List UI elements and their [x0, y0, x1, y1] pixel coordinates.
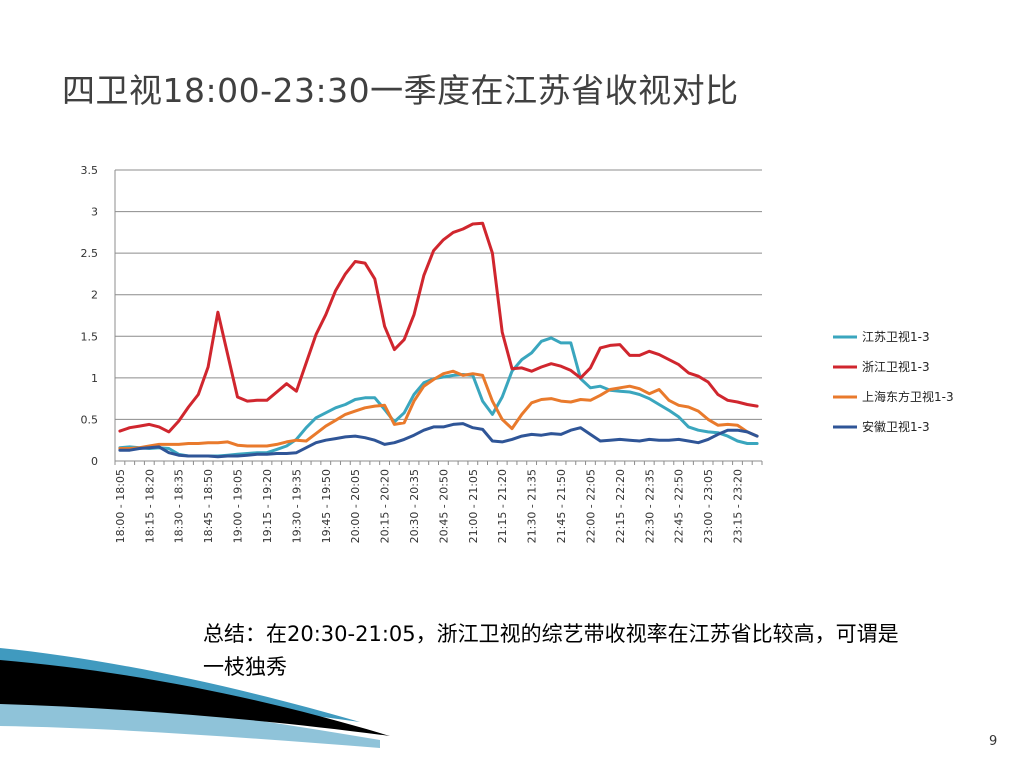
series-line: [118, 369, 759, 450]
wave-dark-shape: [0, 660, 390, 736]
x-tick-label: 21:00 - 21:05: [467, 469, 480, 543]
y-tick-label: 0.5: [81, 413, 99, 426]
x-tick-label: 20:15 - 20:20: [379, 469, 392, 543]
x-tick-label: 22:45 - 22:50: [673, 469, 686, 543]
x-tick-label: 20:30 - 20:35: [408, 469, 421, 543]
y-axis-ticks: 0 0.5 1 1.5 2 2.5 3 3.5: [81, 164, 99, 468]
x-tick-label: 19:15 - 19:20: [261, 469, 274, 543]
x-tick-label: 22:30 - 22:35: [643, 469, 656, 543]
legend-label: 江苏卫视1-3: [862, 329, 930, 344]
x-tick-label: 18:30 - 18:35: [173, 469, 186, 543]
chart-legend: 江苏卫视1-3 浙江卫视1-3 上海东方卫视1-3 安徽卫视1-3: [833, 329, 954, 434]
x-tick-label: 19:30 - 19:35: [290, 469, 303, 543]
legend-label: 浙江卫视1-3: [862, 359, 930, 374]
x-tick-label: 21:15 - 21:20: [496, 469, 509, 543]
x-tick-label: 19:00 - 19:05: [232, 469, 245, 543]
legend-label: 上海东方卫视1-3: [862, 389, 954, 404]
y-tick-label: 3: [91, 206, 98, 219]
decorative-wave: [0, 648, 390, 748]
summary-text: 总结：在20:30-21:05，浙江卫视的综艺带收视率在江苏省比较高，可谓是一枝…: [203, 622, 899, 679]
x-tick-label: 20:00 - 20:05: [349, 469, 362, 543]
y-tick-label: 1.5: [81, 330, 99, 343]
x-tick-label: 18:15 - 18:20: [143, 469, 156, 543]
series-line: [118, 422, 759, 459]
x-tick-label: 23:00 - 23:05: [702, 469, 715, 543]
x-tick-label: 21:30 - 21:35: [526, 469, 539, 543]
legend-label: 安徽卫视1-3: [862, 419, 930, 434]
y-tick-label: 3.5: [81, 164, 99, 177]
x-tick-label: 18:45 - 18:50: [202, 469, 215, 543]
x-tick-label: 22:15 - 22:20: [614, 469, 627, 543]
y-tick-label: 1: [91, 372, 98, 385]
x-tick-label: 21:45 - 21:50: [555, 469, 568, 543]
y-tick-label: 2.5: [81, 247, 99, 260]
x-tick-label: 22:00 - 22:05: [584, 469, 597, 543]
y-tick-label: 2: [91, 289, 98, 302]
x-tick-label: 19:45 - 19:50: [320, 469, 333, 543]
chart-series: [118, 221, 759, 459]
series-line: [118, 221, 759, 434]
chart-gridlines: [114, 169, 762, 462]
slide-title: 四卫视18:00-23:30一季度在江苏省收视对比: [62, 71, 739, 110]
y-tick-label: 0: [91, 455, 98, 468]
slide-number: 9: [989, 734, 998, 749]
x-tick-label: 23:15 - 23:20: [731, 469, 744, 543]
x-tick-label: 20:45 - 20:50: [437, 469, 450, 543]
x-tick-label: 18:00 - 18:05: [114, 469, 127, 543]
x-axis-ticks: 18:00 - 18:05 18:15 - 18:20 18:30 - 18:35 1…: [114, 461, 763, 543]
